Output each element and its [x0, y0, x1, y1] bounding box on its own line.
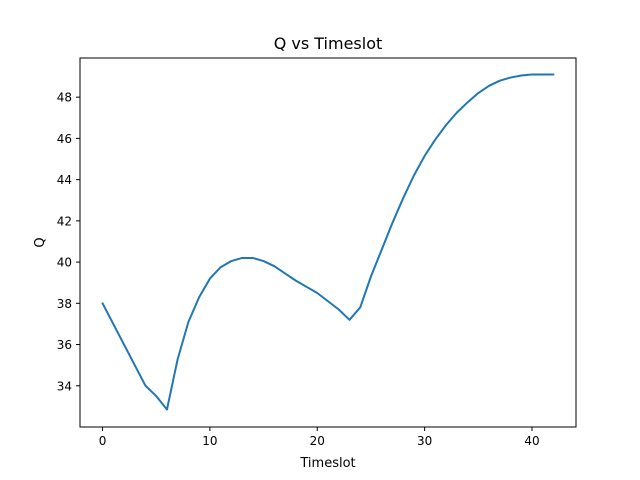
- x-axis: 0 10 20 30 40: [99, 427, 540, 448]
- data-point: [263, 260, 265, 262]
- data-point: [456, 112, 458, 114]
- series-line: [101, 73, 555, 411]
- data-point: [306, 286, 308, 288]
- y-axis-label: Q: [33, 237, 48, 247]
- x-tick-label: 40: [524, 434, 539, 448]
- data-point: [531, 73, 533, 75]
- data-point: [316, 292, 318, 294]
- data-point: [220, 266, 222, 268]
- plot-area: [101, 73, 555, 411]
- data-point: [284, 272, 286, 274]
- data-point: [252, 257, 254, 259]
- data-point: [499, 80, 501, 82]
- x-tick-label: 10: [202, 434, 217, 448]
- data-point: [102, 302, 104, 304]
- data-point: [477, 92, 479, 94]
- data-point: [391, 222, 393, 224]
- data-point: [434, 138, 436, 140]
- data-point: [467, 101, 469, 103]
- data-point: [112, 323, 114, 325]
- data-point: [241, 257, 243, 259]
- data-point: [413, 175, 415, 177]
- data-point: [134, 364, 136, 366]
- data-point: [359, 306, 361, 308]
- x-tick-label: 0: [99, 434, 107, 448]
- data-point: [155, 395, 157, 397]
- data-point: [552, 73, 554, 75]
- data-point: [520, 75, 522, 77]
- y-axis: 34 36 38 40 42 44 46 48: [57, 91, 80, 393]
- data-point: [209, 278, 211, 280]
- data-point: [402, 197, 404, 199]
- y-tick-label: 40: [57, 256, 72, 270]
- data-point: [327, 300, 329, 302]
- y-tick-label: 46: [57, 132, 72, 146]
- data-point: [370, 276, 372, 278]
- axes-frame: [79, 57, 577, 428]
- data-point: [348, 319, 350, 321]
- chart-title: Q vs Timeslot: [274, 34, 383, 53]
- data-point: [445, 124, 447, 126]
- y-tick-label: 36: [57, 338, 72, 352]
- y-tick-label: 44: [57, 173, 72, 187]
- data-point: [198, 296, 200, 298]
- data-point: [187, 321, 189, 323]
- y-tick-label: 42: [57, 214, 72, 228]
- data-point: [166, 408, 168, 410]
- data-point: [144, 385, 146, 387]
- x-tick-label: 20: [310, 434, 325, 448]
- y-tick-label: 34: [57, 379, 72, 393]
- data-point: [230, 260, 232, 262]
- x-axis-label: Timeslot: [299, 456, 355, 471]
- data-point: [542, 73, 544, 75]
- data-point: [488, 85, 490, 87]
- data-point: [424, 155, 426, 157]
- y-tick-label: 38: [57, 297, 72, 311]
- data-point: [123, 344, 125, 346]
- x-tick-label: 30: [417, 434, 432, 448]
- data-point: [273, 265, 275, 267]
- data-point: [510, 77, 512, 79]
- data-point: [177, 358, 179, 360]
- y-tick-label: 48: [57, 91, 72, 105]
- data-point: [295, 280, 297, 282]
- data-point: [381, 249, 383, 251]
- data-point: [338, 309, 340, 311]
